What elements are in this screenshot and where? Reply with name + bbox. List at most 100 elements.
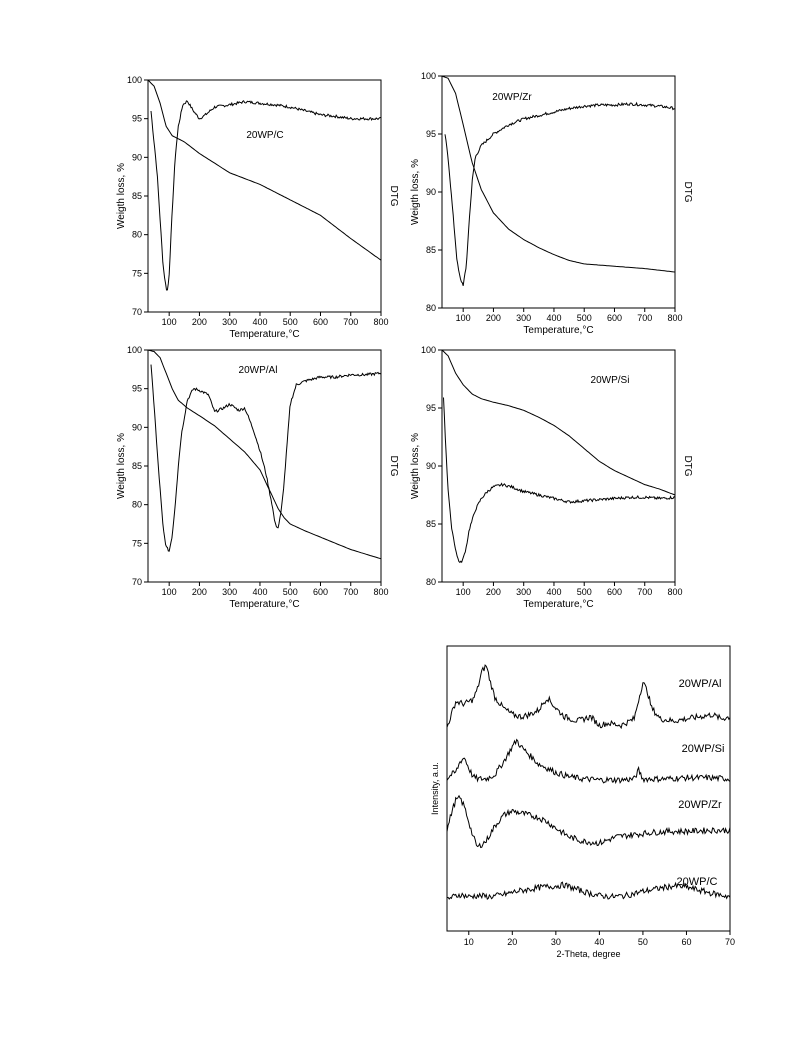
x-tick-label: 100 bbox=[162, 317, 177, 327]
sample-label: 20WP/C bbox=[246, 130, 283, 141]
plot-frame bbox=[147, 79, 382, 313]
y-axis-label: Weigth loss, % bbox=[116, 433, 127, 499]
pattern-label: 20WP/Zr bbox=[678, 799, 722, 811]
pattern-label: 20WP/Si bbox=[682, 743, 725, 755]
pattern-label: 20WP/Al bbox=[679, 678, 722, 690]
y-axis-label: Weigth loss, % bbox=[116, 163, 127, 229]
x-tick-label: 500 bbox=[577, 587, 592, 597]
y-tick-label: 90 bbox=[132, 152, 142, 162]
x-tick-label: 500 bbox=[283, 317, 298, 327]
x-tick-label: 60 bbox=[681, 937, 691, 947]
x-tick-label: 700 bbox=[343, 587, 358, 597]
y-tick-label: 100 bbox=[421, 345, 436, 355]
tg-curve bbox=[147, 79, 382, 261]
y-tick-label: 85 bbox=[132, 461, 142, 471]
y2-axis-label: DTG bbox=[682, 455, 693, 476]
xrd-pattern bbox=[446, 664, 731, 730]
y-tick-label: 90 bbox=[426, 187, 436, 197]
x-tick-label: 20 bbox=[507, 937, 517, 947]
pattern-label: 20WP/C bbox=[677, 876, 718, 888]
xrd-pattern bbox=[446, 738, 731, 785]
y-tick-label: 75 bbox=[132, 268, 142, 278]
tga-panel-4: 100 200 300 400 500 600 700 800 80 85 90 95 100 Tempe… bbox=[410, 345, 693, 610]
x-axis-label: 2-Theta, degree bbox=[556, 949, 620, 959]
xrd-panel: 10 20 30 40 50 60 70 2-Theta, degree Intensity, … bbox=[430, 645, 735, 959]
tg-curve bbox=[441, 349, 676, 496]
dtg-curve bbox=[443, 397, 676, 564]
y-tick-label: 100 bbox=[421, 71, 436, 81]
y-tick-label: 90 bbox=[426, 461, 436, 471]
x-tick-label: 600 bbox=[607, 313, 622, 323]
y2-axis-label: DTG bbox=[388, 455, 399, 476]
y-tick-label: 95 bbox=[426, 129, 436, 139]
x-tick-label: 600 bbox=[313, 317, 328, 327]
y-axis-label: Weigth loss, % bbox=[410, 159, 421, 225]
plot-frame bbox=[441, 349, 676, 583]
x-tick-label: 800 bbox=[373, 587, 388, 597]
x-tick-label: 200 bbox=[486, 587, 501, 597]
x-tick-label: 30 bbox=[551, 937, 561, 947]
y-tick-label: 80 bbox=[132, 500, 142, 510]
xrd-pattern bbox=[446, 881, 731, 900]
y-tick-label: 90 bbox=[132, 422, 142, 432]
x-tick-label: 100 bbox=[162, 587, 177, 597]
y-tick-label: 80 bbox=[426, 577, 436, 587]
x-tick-label: 800 bbox=[667, 313, 682, 323]
x-axis-label: Temperature,°C bbox=[229, 599, 299, 610]
tg-curve bbox=[147, 349, 382, 560]
x-tick-label: 300 bbox=[222, 587, 237, 597]
dtg-curve bbox=[444, 101, 675, 286]
plot-frame bbox=[446, 645, 731, 932]
x-tick-label: 800 bbox=[373, 317, 388, 327]
y-tick-label: 70 bbox=[132, 577, 142, 587]
x-tick-label: 500 bbox=[283, 587, 298, 597]
y2-axis-label: DTG bbox=[682, 181, 693, 202]
x-tick-label: 600 bbox=[607, 587, 622, 597]
x-tick-label: 40 bbox=[594, 937, 604, 947]
tga-panel-3: 100 200 300 400 500 600 700 800 70 75 80 85 90 95 100 T… bbox=[116, 345, 399, 610]
xrd-pattern bbox=[446, 794, 731, 849]
x-tick-label: 300 bbox=[222, 317, 237, 327]
tga-panel-2: 100 200 300 400 500 600 700 800 80 85 90 95 100 Tempe… bbox=[410, 71, 693, 336]
y-tick-label: 95 bbox=[426, 403, 436, 413]
sample-label: 20WP/Si bbox=[591, 375, 630, 386]
y-axis-label: Weigth loss, % bbox=[410, 433, 421, 499]
x-tick-label: 50 bbox=[638, 937, 648, 947]
y2-axis-label: DTG bbox=[388, 185, 399, 206]
y-tick-label: 95 bbox=[132, 384, 142, 394]
x-tick-label: 100 bbox=[456, 587, 471, 597]
x-tick-label: 300 bbox=[516, 313, 531, 323]
x-tick-label: 100 bbox=[456, 313, 471, 323]
x-tick-label: 600 bbox=[313, 587, 328, 597]
x-tick-label: 700 bbox=[637, 313, 652, 323]
tga-panel-1: 100 200 300 400 500 600 700 800 70 75 80 85 90 95 100 T… bbox=[116, 75, 399, 340]
y-tick-label: 70 bbox=[132, 307, 142, 317]
x-tick-label: 700 bbox=[343, 317, 358, 327]
y-tick-label: 100 bbox=[127, 75, 142, 85]
x-tick-label: 400 bbox=[252, 317, 267, 327]
dtg-curve bbox=[150, 364, 382, 552]
y-tick-label: 100 bbox=[127, 345, 142, 355]
x-axis-label: Temperature,°C bbox=[523, 325, 593, 336]
dtg-curve bbox=[150, 100, 381, 291]
x-axis-label: Temperature,°C bbox=[229, 329, 299, 340]
y-tick-label: 85 bbox=[132, 191, 142, 201]
x-axis-label: Temperature,°C bbox=[523, 599, 593, 610]
x-tick-label: 200 bbox=[192, 587, 207, 597]
y-tick-label: 85 bbox=[426, 519, 436, 529]
x-tick-label: 200 bbox=[486, 313, 501, 323]
x-tick-label: 10 bbox=[464, 937, 474, 947]
x-tick-label: 400 bbox=[546, 587, 561, 597]
y-tick-label: 75 bbox=[132, 538, 142, 548]
y-tick-label: 85 bbox=[426, 245, 436, 255]
x-tick-label: 400 bbox=[252, 587, 267, 597]
y-tick-label: 80 bbox=[426, 303, 436, 313]
y-axis-label: Intensity, a.u. bbox=[430, 762, 440, 815]
x-tick-label: 200 bbox=[192, 317, 207, 327]
y-tick-label: 95 bbox=[132, 114, 142, 124]
x-tick-label: 700 bbox=[637, 587, 652, 597]
x-tick-label: 300 bbox=[516, 587, 531, 597]
x-tick-label: 70 bbox=[725, 937, 735, 947]
x-tick-label: 500 bbox=[577, 313, 592, 323]
